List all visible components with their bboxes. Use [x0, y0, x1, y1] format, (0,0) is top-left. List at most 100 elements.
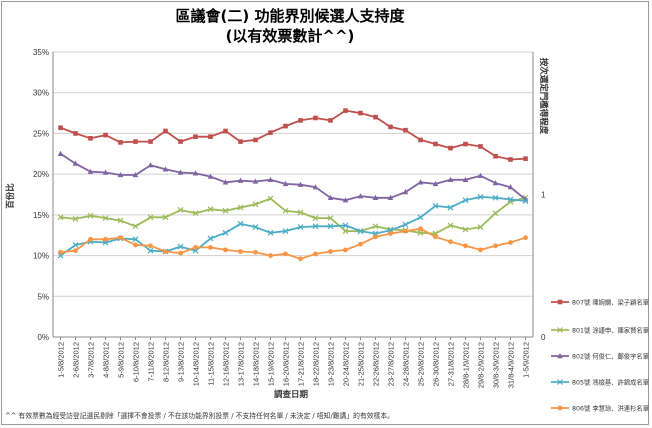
data-point [252, 224, 259, 230]
data-point [403, 127, 408, 133]
chart-title: 區議會(二) 功能界別候選人支持度 [176, 7, 406, 25]
data-point [372, 223, 379, 230]
data-point [492, 180, 499, 186]
x-tick-label: 29/8-2/9/2012 [477, 342, 486, 388]
data-point [162, 214, 169, 221]
data-point [88, 136, 93, 141]
data-point [222, 207, 229, 214]
x-tick-label: 16-20/8/2012 [282, 342, 291, 386]
legend-label: 801號 涂謹申、陳家賢名單 [572, 325, 649, 334]
x-tick-label: 14-18/8/2012 [252, 342, 261, 386]
data-point [133, 139, 138, 144]
data-point [237, 204, 244, 211]
data-point [507, 196, 514, 203]
x-tick-label: 30/8-3/9/2012 [492, 342, 501, 388]
data-point [222, 179, 229, 185]
data-point [72, 160, 79, 166]
data-point [402, 221, 409, 228]
data-point [238, 139, 243, 144]
data-point [312, 215, 319, 222]
data-point [373, 234, 378, 240]
data-point [313, 251, 318, 257]
data-point [417, 179, 424, 185]
data-point [237, 220, 244, 227]
data-point [282, 207, 289, 214]
legend-swatch-marker [557, 379, 563, 385]
x-tick-label: 2-6/8/2012 [72, 342, 81, 378]
x-tick-label: 31/8-4/9/2012 [507, 342, 516, 388]
data-point [523, 156, 528, 161]
data-point [358, 241, 363, 247]
series-2 [57, 194, 529, 237]
legend-label: 805號 馮檢基、許錦成名單 [572, 377, 649, 386]
data-point [357, 193, 364, 199]
legend-item: 807號 陳婉嫻、梁子穎名單 [551, 297, 649, 306]
legend-label: 806號 李慧琼、洪連杉名單 [572, 403, 649, 412]
data-point [72, 216, 79, 222]
series-5 [58, 226, 528, 262]
y-axis-label: 百份比 [5, 183, 16, 209]
data-point [388, 231, 393, 236]
series-4 [57, 194, 529, 259]
secondary-y-tick-label: 1 [541, 191, 546, 200]
data-point [177, 169, 184, 175]
y-tick-label: 15% [33, 211, 49, 220]
x-tick-label: 12-16/8/2012 [222, 342, 231, 386]
data-point [358, 110, 363, 116]
data-point [508, 240, 513, 245]
x-tick-label: 9-13/8/2012 [177, 342, 186, 382]
data-point [447, 204, 454, 211]
data-point [222, 229, 229, 236]
series-line [60, 227, 526, 260]
data-point [357, 228, 364, 235]
x-tick-label: 1-5/8/2012 [57, 342, 66, 378]
y-tick-label: 10% [33, 252, 49, 261]
data-point [58, 125, 63, 131]
data-point [462, 176, 469, 183]
data-point [462, 226, 469, 233]
data-point [208, 134, 213, 139]
data-point [102, 215, 109, 222]
data-point [297, 181, 304, 187]
data-point [477, 224, 484, 230]
data-point [267, 195, 274, 202]
data-point [57, 150, 64, 156]
x-tick-label: 18-22/8/2012 [312, 342, 321, 386]
data-point [147, 214, 154, 221]
x-tick-label: 8-12/8/2012 [162, 342, 171, 382]
data-point [193, 134, 198, 139]
data-point [252, 178, 259, 184]
legend-item: 806號 李慧琼、洪連杉名單 [551, 403, 649, 412]
series-3 [57, 150, 529, 203]
data-point [432, 180, 439, 187]
legend-label: 807號 陳婉嫻、梁子穎名單 [572, 297, 649, 306]
gridlines [52, 51, 534, 338]
data-point [477, 172, 484, 178]
data-point [327, 223, 334, 230]
data-point [297, 209, 304, 216]
data-point [402, 189, 409, 195]
data-point [147, 162, 154, 168]
data-point [447, 176, 454, 183]
series-line [60, 109, 526, 161]
data-point [508, 157, 513, 162]
x-tick-label: 19-23/8/2012 [327, 342, 336, 386]
data-point [177, 207, 184, 213]
series-1 [58, 108, 528, 162]
x-tick-label: 11-15/8/2012 [207, 342, 216, 386]
data-point [72, 242, 79, 248]
secondary-y-axis-label: 按次選定門檻得程度 [538, 58, 549, 135]
x-tick-label: 21-25/8/2012 [357, 342, 366, 386]
x-tick-label: 1-5/9/2012 [522, 342, 531, 378]
data-point [373, 114, 378, 120]
data-point [327, 194, 334, 200]
legend-swatch-marker [557, 327, 563, 333]
data-point [163, 249, 168, 254]
data-point [147, 247, 154, 254]
legend: 807號 陳婉嫻、梁子穎名單 801號 涂謹申、陳家賢名單 802號 何俊仁、鄺俊宇… [551, 297, 649, 412]
data-point [223, 128, 228, 134]
data-point [207, 235, 214, 242]
x-axis-ticks: 1-5/8/2012 2-6/8/2012 3-7/8/2012 4-8/8/2012… [57, 337, 531, 388]
secondary-y-tick-label: 0 [541, 333, 546, 342]
